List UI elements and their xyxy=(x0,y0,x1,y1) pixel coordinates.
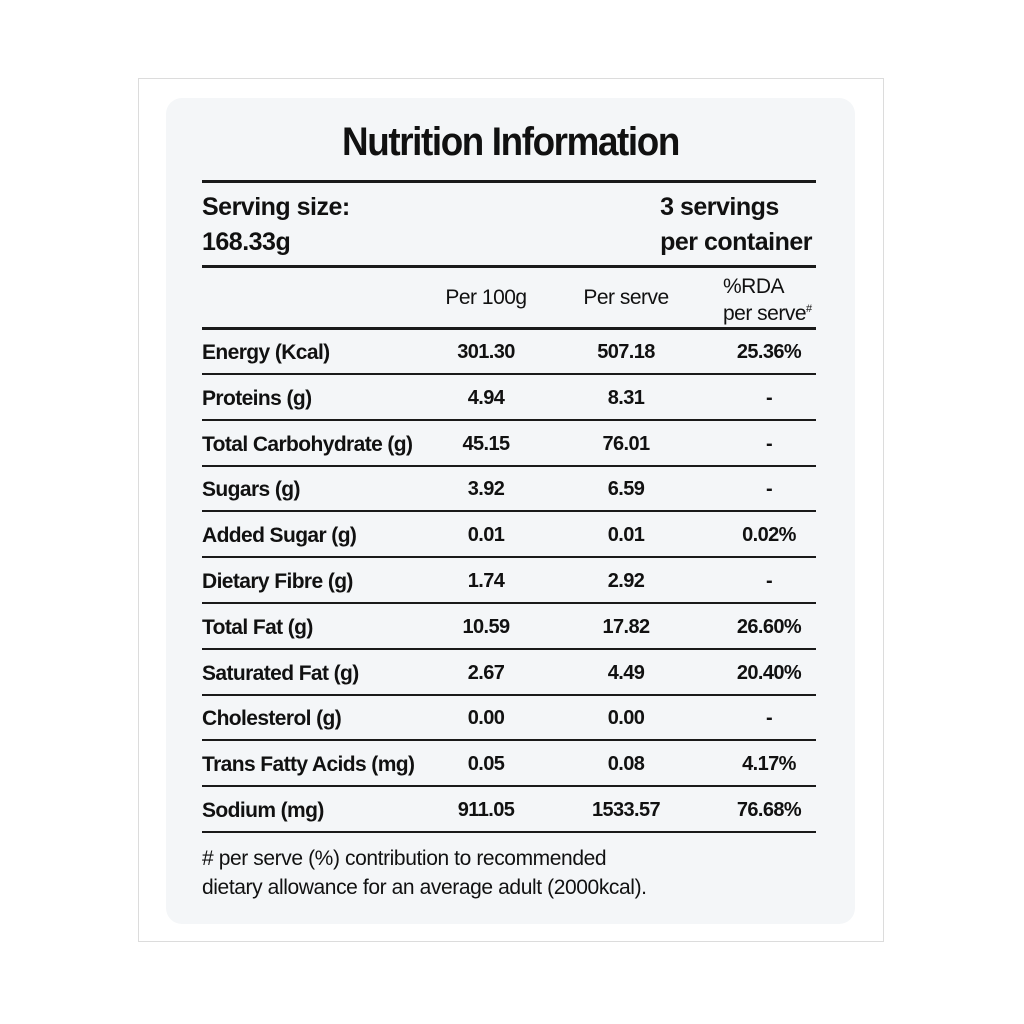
row-per-serve: 0.00 xyxy=(607,707,645,730)
row-rda: 4.17% xyxy=(742,753,796,776)
table-row: Trans Fatty Acids (mg) 0.05 0.08 4.17% xyxy=(202,742,816,788)
serving-size-label: Serving size: xyxy=(202,193,350,221)
row-label: Dietary Fibre (g) xyxy=(202,570,353,593)
table-row: Added Sugar (g) 0.01 0.01 0.02% xyxy=(202,513,816,559)
row-per-100g: 2.67 xyxy=(467,661,505,684)
row-label: Saturated Fat (g) xyxy=(202,661,359,685)
row-rda: 25.36% xyxy=(736,341,802,363)
table-row: Sugars (g) 3.92 6.59 - xyxy=(202,467,816,513)
row-per-serve: 6.59 xyxy=(607,478,645,501)
row-label: Cholesterol (g) xyxy=(202,707,342,731)
row-divider xyxy=(202,693,816,696)
row-per-serve: 0.08 xyxy=(607,753,645,776)
row-per-100g: 10.59 xyxy=(462,615,510,638)
column-header-per-serve: Per serve xyxy=(583,286,669,309)
footnote: # per serve (%) contribution to recommen… xyxy=(202,844,802,902)
row-rda: 0.02% xyxy=(742,524,796,547)
row-per-serve: 507.18 xyxy=(597,341,655,363)
row-rda: - xyxy=(765,432,773,455)
serving-size: Serving size: 168.33g xyxy=(202,190,350,260)
servings-per-container: 3 servings per container xyxy=(660,190,812,260)
row-divider xyxy=(202,464,816,467)
row-divider xyxy=(202,831,816,833)
rda-header-line2: per serve xyxy=(723,302,807,325)
table-row: Dietary Fibre (g) 1.74 2.92 - xyxy=(202,559,816,604)
row-per-serve: 76.01 xyxy=(602,432,650,455)
row-label: Energy (Kcal) xyxy=(202,341,330,364)
row-per-serve: 8.31 xyxy=(607,386,645,409)
row-label: Added Sugar (g) xyxy=(202,524,357,548)
footnote-line1: # per serve (%) contribution to recommen… xyxy=(202,847,607,870)
rda-footnote-mark: # xyxy=(806,303,812,315)
table-row: Cholesterol (g) 0.00 0.00 - xyxy=(202,696,816,742)
row-per-100g: 0.05 xyxy=(467,753,505,776)
row-per-100g: 0.01 xyxy=(467,524,505,547)
title-rule xyxy=(202,180,816,183)
row-per-100g: 45.15 xyxy=(462,432,510,455)
servings-count: 3 servings xyxy=(660,193,779,221)
serving-size-value: 168.33g xyxy=(202,228,291,256)
serving-rule xyxy=(202,265,816,268)
row-label: Trans Fatty Acids (mg) xyxy=(202,753,415,777)
row-rda: - xyxy=(765,386,773,409)
row-rda: - xyxy=(765,570,773,592)
header-rule xyxy=(202,327,816,330)
row-label: Sodium (mg) xyxy=(202,799,324,822)
table-row: Sodium (mg) 911.05 1533.57 76.68% xyxy=(202,788,816,833)
row-per-serve: 0.01 xyxy=(607,524,645,547)
row-per-serve: 4.49 xyxy=(607,661,645,684)
table-row: Proteins (g) 4.94 8.31 - xyxy=(202,376,816,421)
row-per-100g: 3.92 xyxy=(467,478,505,501)
row-rda: 76.68% xyxy=(736,799,802,821)
row-rda: 20.40% xyxy=(736,661,802,684)
row-per-100g: 0.00 xyxy=(467,707,505,730)
row-per-serve: 2.92 xyxy=(607,570,645,592)
row-per-100g: 301.30 xyxy=(457,341,515,363)
table-row: Total Fat (g) 10.59 17.82 26.60% xyxy=(202,605,816,650)
table-row: Saturated Fat (g) 2.67 4.49 20.40% xyxy=(202,651,816,696)
column-header-rda: %RDA per serve# xyxy=(723,276,812,325)
footnote-line2: dietary allowance for an average adult (… xyxy=(202,876,647,899)
row-label: Sugars (g) xyxy=(202,478,300,502)
row-label: Total Fat (g) xyxy=(202,615,313,639)
row-per-100g: 911.05 xyxy=(457,799,515,821)
row-rda: - xyxy=(765,478,773,501)
row-per-serve: 17.82 xyxy=(602,615,650,638)
row-divider xyxy=(202,373,816,375)
row-rda: - xyxy=(765,707,773,730)
row-divider xyxy=(202,647,816,650)
row-per-100g: 1.74 xyxy=(467,570,505,592)
table-row: Energy (Kcal) 301.30 507.18 25.36% xyxy=(202,330,816,375)
column-header-per-100g: Per 100g xyxy=(445,286,527,309)
row-divider xyxy=(202,602,816,604)
row-label: Proteins (g) xyxy=(202,386,312,410)
servings-per-container-label: per container xyxy=(660,228,812,256)
rda-header-line1: %RDA xyxy=(723,275,785,298)
row-divider xyxy=(202,785,816,788)
row-rda: 26.60% xyxy=(736,615,802,638)
row-divider xyxy=(202,556,816,559)
row-divider xyxy=(202,418,816,421)
row-divider xyxy=(202,739,816,742)
panel-title: Nutrition Information xyxy=(342,120,680,164)
row-per-serve: 1533.57 xyxy=(591,799,661,821)
table-row: Total Carbohydrate (g) 45.15 76.01 - xyxy=(202,422,816,467)
row-label: Total Carbohydrate (g) xyxy=(202,432,413,456)
row-divider xyxy=(202,510,816,513)
row-per-100g: 4.94 xyxy=(467,386,505,409)
